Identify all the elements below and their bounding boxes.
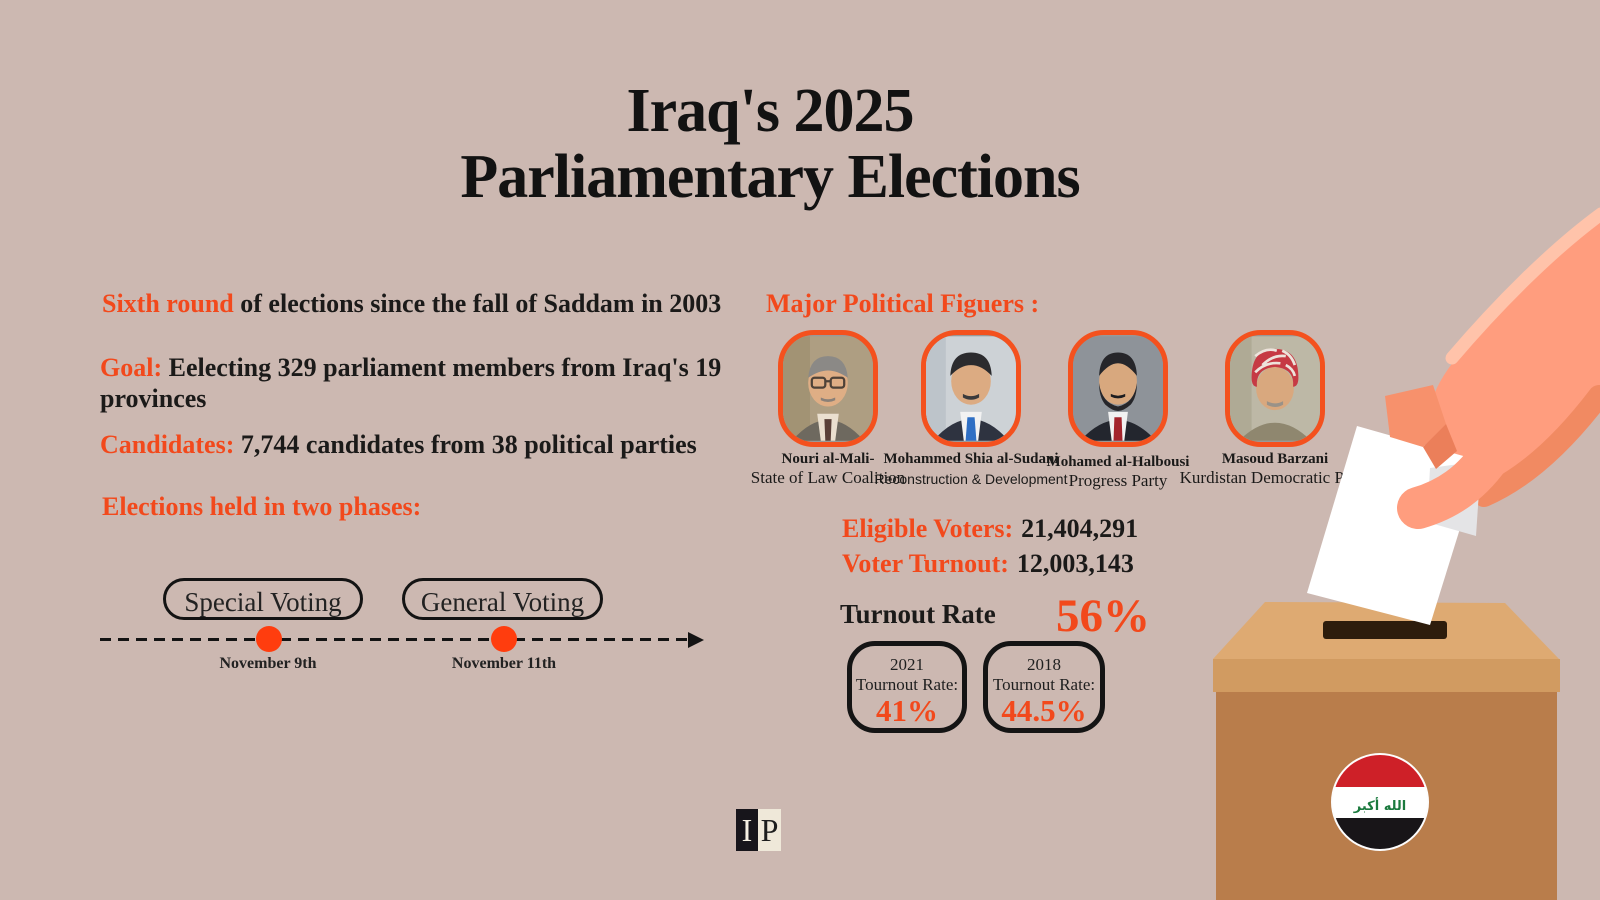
ballot-slot — [1323, 621, 1447, 639]
figure-name: Masoud Barzani — [1221, 451, 1329, 467]
index-finger — [1397, 429, 1515, 529]
history-value: 41% — [876, 693, 938, 728]
thumb-knuckle — [1385, 385, 1446, 447]
stat-value: 12,003,143 — [1016, 549, 1134, 578]
photo-masoud-barzani — [1230, 336, 1320, 441]
turnout-history-2021: 2021 Tournout Rate: 41% — [847, 641, 967, 733]
figure-party: Reconstruction & Development — [874, 471, 1068, 487]
fact-text: Eelecting 329 parliament members from Ir… — [100, 353, 722, 413]
fact-candidates: Candidates: 7,744 candidates from 38 pol… — [100, 429, 800, 460]
fact-highlight: Goal: — [100, 353, 163, 382]
photo-mohamed-al-halbousi — [1073, 336, 1163, 441]
fact-text: 7,744 candidates from 38 political parti… — [234, 430, 697, 459]
figure-party: Progress Party — [1068, 471, 1168, 490]
portrait-frame — [1068, 330, 1168, 447]
photo-nouri-al-maliki — [783, 336, 873, 441]
stat-label: Voter Turnout: — [842, 549, 1009, 578]
figures-heading: Major Political Figuers : — [766, 289, 1040, 318]
figure-mohamed-al-halbousi: Mohamed al-Halbousi Progress Party — [1008, 330, 1228, 491]
history-value: 44.5% — [1001, 693, 1087, 728]
logo-letter-p: P — [758, 809, 781, 851]
turnout-history-2018: 2018 Tournout Rate: 44.5% — [983, 641, 1105, 733]
figure-name: Mohamed al-Halbousi — [1046, 454, 1190, 470]
timeline-arrow-icon — [688, 632, 704, 648]
figure-nouri-al-maliki: Nouri al-Mali- State of Law Coalition — [718, 330, 938, 488]
logo: I P — [736, 809, 781, 851]
phase-date-special: November 9th — [219, 655, 317, 672]
timeline-dashed-line — [100, 638, 688, 641]
stat-voter-turnout: Voter Turnout: 12,003,143 — [842, 549, 1134, 579]
figure-masoud-barzani: Masoud Barzani Kurdistan Democratic Part… — [1165, 330, 1385, 488]
title-line-1: Iraq's 2025 — [626, 77, 915, 145]
portrait-frame — [778, 330, 878, 447]
stat-label: Eligible Voters: — [842, 514, 1014, 543]
fact-text: of elections since the fall of Saddam in… — [233, 289, 722, 318]
figure-mohammed-shia-al-sudani: Mohammed Shia al-Sudani Reconstruction &… — [861, 330, 1081, 487]
logo-letter-i: I — [736, 809, 758, 851]
figure-name: Mohammed Shia al-Sudani — [883, 451, 1059, 467]
ballot-box-lid-front — [1213, 659, 1560, 692]
portrait-frame — [921, 330, 1021, 447]
arm-shadow — [1473, 385, 1600, 507]
fact-highlight: Sixth round — [102, 289, 234, 318]
fact-highlight: Candidates: — [100, 430, 235, 459]
phase-special-voting: Special Voting — [163, 578, 363, 620]
stat-value: 21,404,291 — [1021, 514, 1139, 543]
history-year: 2021 — [890, 655, 924, 674]
portrait-frame — [1225, 330, 1325, 447]
fact-sixth-round: Sixth round of elections since the fall … — [102, 288, 802, 319]
fact-goal: Goal: Eelecting 329 parliament members f… — [100, 352, 780, 414]
thumb-knuckle-shade — [1423, 424, 1457, 469]
turnout-rate-value: 56% — [1056, 590, 1150, 642]
phase-general-voting: General Voting — [402, 578, 603, 620]
phases-heading: Elections held in two phases: — [102, 492, 422, 521]
turnout-rate-label: Turnout Rate — [840, 599, 996, 629]
flag-takbir-text: الله أكبر — [1353, 797, 1406, 814]
phase-date-general: November 11th — [451, 655, 557, 672]
page-title: Iraq's 2025 Parliamentary Elections — [0, 78, 1540, 210]
figure-party: Kurdistan Democratic Party — [1179, 468, 1371, 487]
history-year: 2018 — [1027, 655, 1061, 674]
history-label: Tournout Rate: — [992, 675, 1096, 694]
figure-party: State of Law Coalition — [750, 468, 906, 487]
arm-highlight — [1445, 207, 1600, 365]
ballot-box-illustration: الله أكبر — [1213, 207, 1600, 900]
timeline-dot-general — [491, 626, 517, 652]
history-label: Tournout Rate: — [855, 675, 959, 694]
figure-name: Nouri al-Mali- — [781, 451, 875, 467]
timeline-dot-special — [256, 626, 282, 652]
photo-mohammed-shia-al-sudani — [926, 336, 1016, 441]
title-line-2: Parliamentary Elections — [460, 143, 1080, 211]
stat-eligible-voters: Eligible Voters: 21,404,291 — [842, 514, 1138, 544]
